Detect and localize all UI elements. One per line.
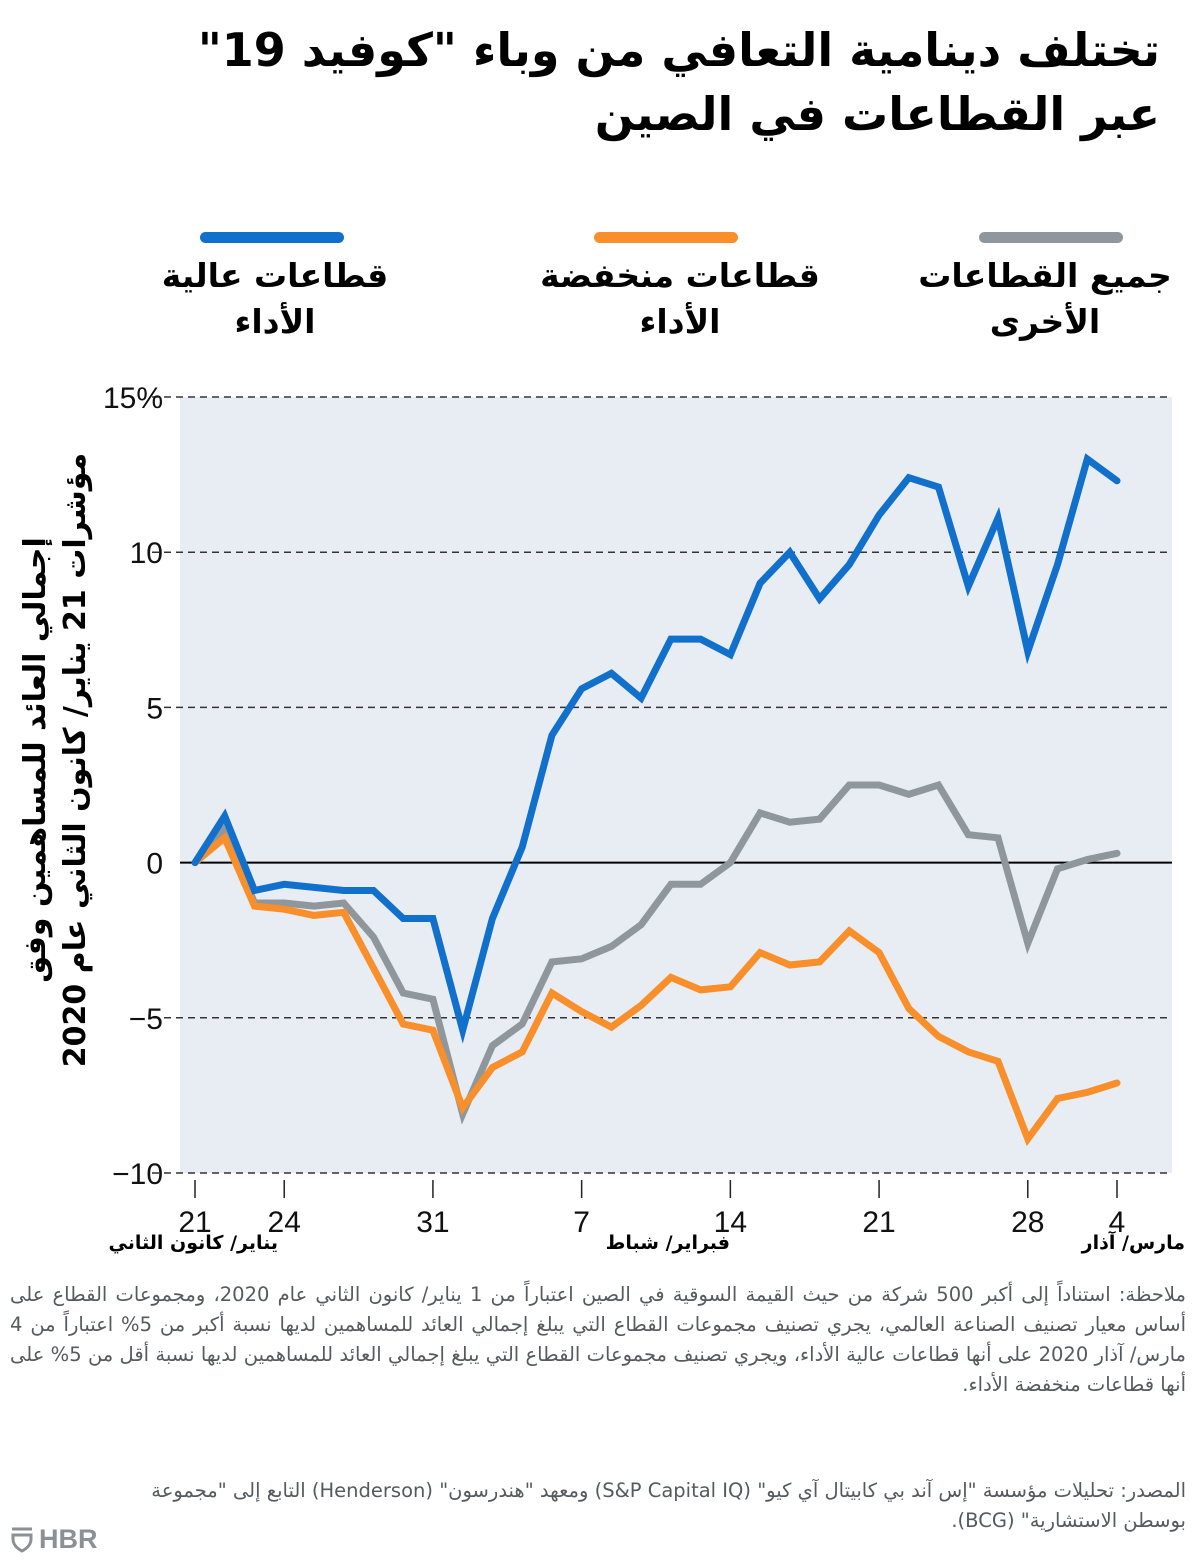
legend-label-line-1: قطاعات عالية (161, 256, 389, 295)
logo-text: HBR (39, 1524, 98, 1554)
shield-icon (11, 1527, 33, 1553)
x-axis-month-labels: يناير/ كانون الثاني فبراير/ شباط مارس/ آذا… (0, 1232, 1200, 1272)
line-chart: 15% 10 5 0 −5 −10 21 24 31 7 14 21 28 4 (103, 382, 1172, 1239)
x-axis-month-label: فبراير/ شباط (605, 1232, 730, 1254)
x-tick-label: 21 (862, 1206, 895, 1239)
y-tick-label: 5 (146, 692, 163, 725)
hbr-logo: HBR (10, 1524, 98, 1555)
legend-item-high-performers: قطاعات عالية الأداء (130, 232, 420, 345)
x-tick-label: 14 (714, 1206, 747, 1239)
x-tick-label: 7 (573, 1206, 590, 1239)
legend-label-line-1: جميع القطاعات (918, 256, 1172, 295)
legend-label-line-2: الأخرى (989, 302, 1101, 341)
legend-label-line-2: الأداء (234, 302, 316, 341)
x-tick-label: 4 (1109, 1206, 1126, 1239)
series-low-performers-line (191, 832, 1121, 1147)
legend-label-line-2: الأداء (639, 302, 721, 341)
legend-swatch-gray (979, 232, 1123, 243)
y-tick-label: 10 (130, 537, 163, 570)
x-tick-label: 21 (178, 1206, 211, 1239)
chart-note: ملاحظة: استناداً إلى أكبر 500 شركة من حي… (10, 1283, 1186, 1396)
y-tick-label: −10 (112, 1158, 163, 1191)
series-high-performers-line (191, 453, 1121, 1044)
x-tick-label: 31 (416, 1206, 449, 1239)
legend-item-all-other-sectors: جميع القطاعات الأخرى (895, 232, 1195, 345)
x-tick-label: 24 (268, 1206, 301, 1239)
chart-title: تختلف دينامية التعافي من وباء "كوفيد 19"… (60, 18, 1161, 146)
chart-title-line-1: تختلف دينامية التعافي من وباء "كوفيد 19" (197, 23, 1161, 77)
series-all-other-line (191, 780, 1121, 1125)
legend: قطاعات عالية الأداء قطاعات منخفضة الأداء… (0, 232, 1200, 362)
y-tick-label: −5 (129, 1003, 163, 1036)
legend-swatch-orange (594, 232, 738, 243)
x-tick-label: 28 (1011, 1206, 1044, 1239)
legend-item-low-performers: قطاعات منخفضة الأداء (510, 232, 850, 345)
legend-swatch-blue (200, 232, 344, 243)
y-tick-label: 0 (146, 848, 163, 881)
legend-label-line-1: قطاعات منخفضة (540, 256, 820, 295)
x-axis-month-label: مارس/ آذار (1081, 1232, 1185, 1254)
y-tick-label: 15% (103, 382, 163, 415)
chart-source: المصدر: تحليلات مؤسسة "إس آند بي كابيتال… (151, 1479, 1186, 1532)
chart-title-line-2: عبر القطاعات في الصين (594, 87, 1161, 141)
plot-background (180, 397, 1172, 1173)
x-axis-month-label: يناير/ كانون الثاني (108, 1232, 279, 1254)
